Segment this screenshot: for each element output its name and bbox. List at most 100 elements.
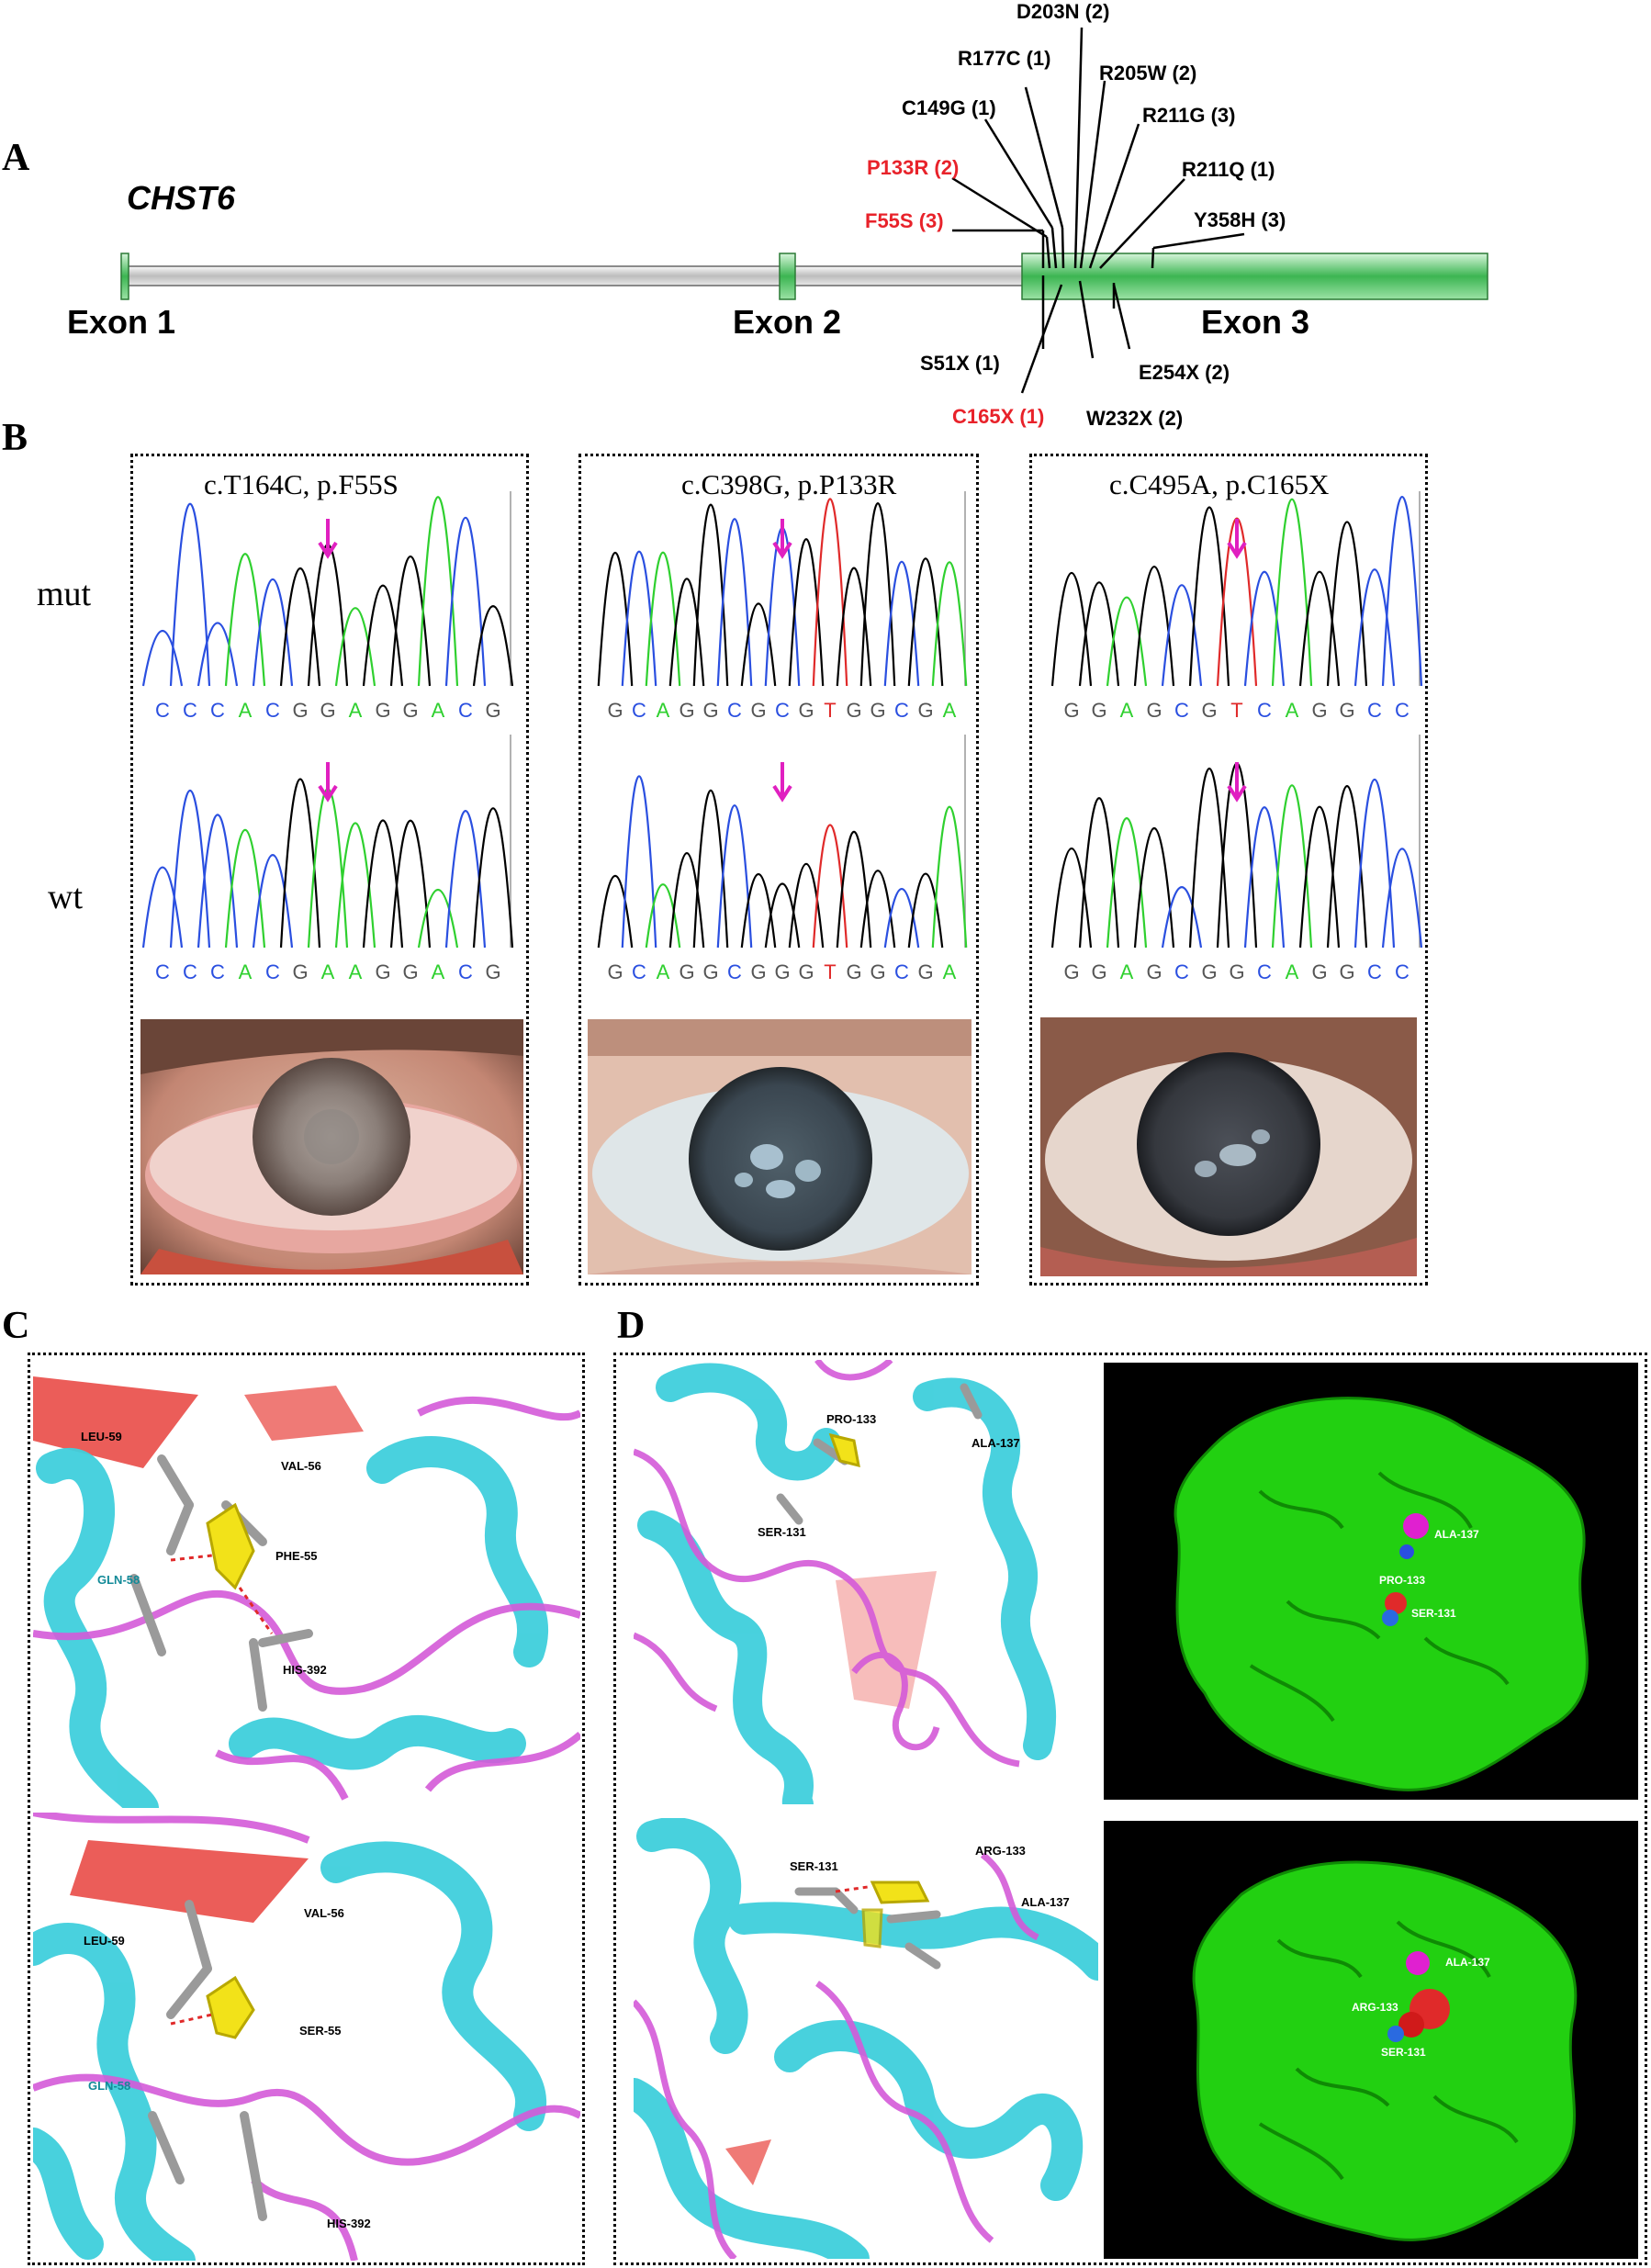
base-call: G [1146,960,1162,983]
residue-label: SER-131 [1381,2046,1426,2059]
residue-label: HIS-392 [283,1663,327,1677]
residue-label: SER-131 [758,1525,806,1539]
chromatogram-peak [716,804,753,949]
mutation-arrow [318,519,338,559]
exon3-box [1021,253,1488,300]
chromatogram-peak [417,888,459,949]
mutation-label: R177C (1) [958,47,1051,70]
base-call: C [727,699,742,722]
sequencing-box-1 [130,454,529,1286]
mutation-label-highlight: F55S (3) [865,209,944,232]
base-call: G [402,699,418,722]
eye-photo-f55s [140,1019,523,1274]
base-call: C [1257,699,1272,722]
base-call: G [702,699,718,722]
chromatogram-peak [1216,517,1258,687]
chromatogram-peak [472,807,514,949]
mutation-label-highlight: C165X (1) [952,405,1045,428]
base-call: A [349,960,363,983]
exon2-box [779,253,796,300]
chromatogram-peak [307,544,349,687]
intron-bar [123,265,1029,286]
chromatogram-peak [197,814,239,949]
mutation-label: W232X (2) [1086,407,1184,430]
base-call: G [1063,960,1079,983]
chromatogram-peak [307,787,349,949]
base-call: G [798,960,814,983]
eye-photo-p133r [588,1019,972,1274]
structure-wildtype-p133: PRO-133 ALA-137 SER-131 [634,1360,1098,1804]
sequencing-box-2 [578,454,979,1286]
chromatogram-peak [252,854,294,949]
residue-label: SER-131 [790,1859,838,1873]
residue-label: ALA-137 [1445,1956,1490,1969]
base-call: C [632,699,646,722]
base-call: C [727,960,742,983]
chromatogram-peak [1353,568,1396,687]
base-call: G [1311,960,1327,983]
chromatogram-peak [1133,826,1175,949]
base-call: T [824,699,836,722]
base-call: G [1063,699,1079,722]
sequencing-box-3 [1029,454,1428,1286]
chromatogram-peak [444,517,487,687]
mutation-arrow [1227,762,1247,803]
chromatogram-peak [1078,581,1120,687]
base-call: C [458,960,473,983]
chromatogram-peak [1298,805,1341,949]
chromatogram-peak [169,502,211,687]
base-call: G [1201,699,1217,722]
base-call: C [1367,960,1382,983]
chromatogram-peak [931,806,968,949]
chromatogram-peak [362,584,404,687]
base-call: G [750,699,766,722]
base-call: A [943,699,957,722]
base-call: G [607,699,623,722]
sequencing-title: c.T164C, p.F55S [204,468,399,500]
mutation-label: Y358H (3) [1194,208,1286,231]
chromatogram-peak [1298,570,1341,687]
chromatogram-peak [931,561,968,687]
residue-label: ARG-133 [1352,2001,1398,2014]
base-call: C [265,699,280,722]
base-call: G [375,699,390,722]
mutation-label: R211Q (1) [1182,158,1275,181]
base-call: G [917,960,933,983]
base-call: G [1091,960,1106,983]
structure-mutant-r133: SER-131 ARG-133 ALA-137 [634,1818,1098,2259]
chromatogram-peak [1078,797,1120,949]
mutation-label: C149G (1) [902,96,996,119]
base-call: G [292,960,308,983]
base-call: A [321,960,335,983]
mutation-label: E254X (2) [1139,361,1230,384]
mutation-label: S51X (1) [920,352,1000,375]
base-call: G [679,960,694,983]
base-call: A [1120,699,1134,722]
base-call: G [870,699,885,722]
chromatogram-peak [645,883,681,949]
chromatogram-peak [907,872,944,949]
chromatogram-peak [1381,495,1423,687]
chromatogram-peak [1106,816,1148,949]
base-call: G [774,960,790,983]
chromatogram-peak [1161,886,1203,949]
chromatogram-peak [417,496,459,687]
chromatogram-peak [224,553,266,687]
chromatogram-peak [836,831,872,949]
base-call: C [155,699,170,722]
base-call: C [1367,699,1382,722]
base-call: G [375,960,390,983]
mutation-arrow [772,519,792,559]
mutation-arrow [1227,519,1247,559]
chromatogram-peak [716,518,753,687]
base-call: C [183,960,197,983]
mutation-arrow [318,762,338,803]
chromatogram-peak [883,887,920,949]
exon1-box [120,253,129,300]
base-call: G [320,699,335,722]
exon-label: Exon 3 [1201,303,1310,341]
